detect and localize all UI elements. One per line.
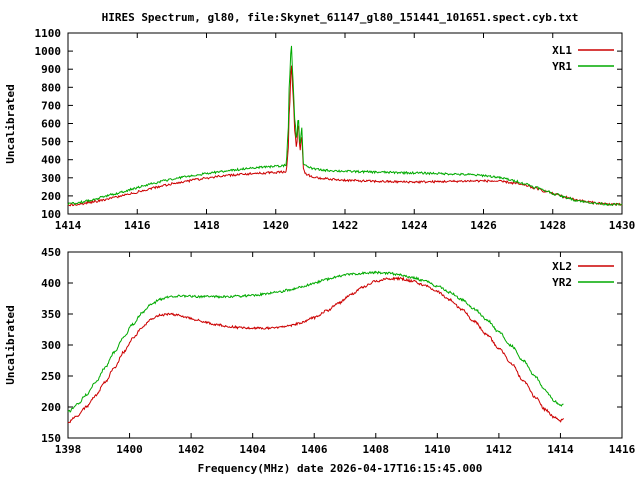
data-trace-xl2 [67,276,564,424]
x-tick-label: 1428 [540,219,567,232]
bottom-y-tick-labels: 150 200 250 300 350 400 450 [41,246,61,445]
bottom-y-axis-label: Uncalibrated [4,305,17,384]
y-tick-label: 300 [41,339,61,352]
data-trace-yr2 [67,270,564,413]
bottom-axis-ticks [67,251,623,439]
y-tick-label: 450 [41,246,61,259]
x-tick-label: 1414 [55,219,82,232]
x-tick-label: 1410 [424,443,451,456]
y-tick-label: 600 [41,118,61,131]
top-x-tick-labels: 1414 1416 1418 1420 1422 1424 1426 1428 1430 [55,219,636,232]
x-tick-label: 1424 [401,219,428,232]
x-tick-label: 1414 [547,443,574,456]
x-tick-label: 1406 [301,443,328,456]
x-tick-label: 1416 [609,443,636,456]
legend-label-yr2: YR2 [552,276,572,289]
legend-label-yr1: YR1 [552,60,572,73]
page-title: HIRES Spectrum, gl80, file:Skynet_61147_… [102,11,579,24]
y-tick-label: 250 [41,370,61,383]
y-tick-label: 900 [41,63,61,76]
x-tick-label: 1400 [116,443,143,456]
x-tick-label: 1412 [486,443,513,456]
legend-label-xl2: XL2 [552,260,572,273]
top-y-tick-labels: 100 200 300 400 500 600 700 800 900 1000 1100 [35,27,62,221]
legend-label-xl1: XL1 [552,44,572,57]
y-tick-label: 100 [41,208,61,221]
x-tick-label: 1420 [263,219,290,232]
top-panel: 1414 1416 1418 1420 1422 1424 1426 1428 1430 100… [4,27,635,232]
y-tick-label: 1100 [35,27,62,40]
x-tick-label: 1426 [470,219,497,232]
top-data-traces [67,45,623,207]
top-y-axis-label: Uncalibrated [4,84,17,163]
bottom-x-tick-labels: 1398 1400 1402 1404 1406 1408 1410 1412 1414 1416 [55,443,636,456]
y-tick-label: 500 [41,136,61,149]
x-tick-label: 1404 [239,443,266,456]
y-tick-label: 300 [41,172,61,185]
x-tick-label: 1408 [363,443,390,456]
x-tick-label: 1422 [332,219,359,232]
x-tick-label: 1402 [178,443,205,456]
y-tick-label: 200 [41,190,61,203]
bottom-data-traces [67,270,564,424]
x-tick-label: 1416 [124,219,151,232]
y-tick-label: 1000 [35,45,62,58]
y-tick-label: 400 [41,154,61,167]
bottom-panel: 1398 1400 1402 1404 1406 1408 1410 1412 1414 1416… [4,246,636,475]
x-tick-label: 1398 [55,443,82,456]
y-tick-label: 400 [41,277,61,290]
y-tick-label: 200 [41,401,61,414]
data-trace-yr1 [67,45,623,207]
x-tick-label: 1418 [193,219,220,232]
y-tick-label: 150 [41,432,61,445]
y-tick-label: 800 [41,81,61,94]
x-axis-label: Frequency(MHz) date 2026-04-17T16:15:45.… [198,462,483,475]
top-axis-ticks [67,32,623,215]
y-tick-label: 350 [41,308,61,321]
y-tick-label: 700 [41,99,61,112]
x-tick-label: 1430 [609,219,636,232]
